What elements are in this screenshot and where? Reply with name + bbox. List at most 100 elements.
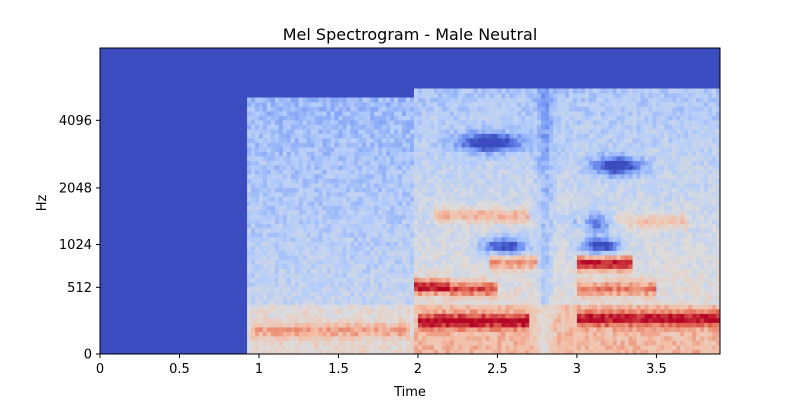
heatmap-cell xyxy=(497,264,502,269)
heatmap-cell xyxy=(477,133,482,139)
heatmap-cell xyxy=(350,282,355,287)
heatmap-cell xyxy=(314,313,319,319)
heatmap-cell xyxy=(278,340,284,346)
heatmap-cell xyxy=(258,178,264,184)
heatmap-cell xyxy=(449,102,455,107)
heatmap-cell xyxy=(410,124,415,130)
heatmap-cell xyxy=(314,300,319,305)
heatmap-cell xyxy=(417,201,423,206)
heatmap-cell xyxy=(481,187,486,193)
heatmap-cell xyxy=(262,201,268,206)
heatmap-cell xyxy=(489,313,494,319)
heatmap-cell xyxy=(370,345,375,350)
heatmap-cell xyxy=(537,196,542,202)
heatmap-cell xyxy=(572,250,578,256)
heatmap-cell xyxy=(417,214,423,220)
heatmap-cell xyxy=(513,282,518,287)
heatmap-cell xyxy=(580,88,586,94)
heatmap-cell xyxy=(525,273,530,278)
heatmap-cell xyxy=(529,124,534,130)
heatmap-cell xyxy=(433,318,439,323)
heatmap-cell xyxy=(477,336,482,341)
heatmap-cell xyxy=(489,192,494,197)
heatmap-cell xyxy=(580,165,586,170)
heatmap-cell xyxy=(457,187,463,193)
heatmap-cell xyxy=(322,318,327,323)
heatmap-cell xyxy=(481,295,486,301)
heatmap-cell xyxy=(537,106,542,112)
heatmap-cell xyxy=(541,115,546,121)
heatmap-cell xyxy=(402,322,407,328)
heatmap-cell xyxy=(568,214,574,220)
heatmap-cell xyxy=(394,187,399,193)
heatmap-cell xyxy=(485,331,490,337)
heatmap-cell xyxy=(402,210,407,215)
heatmap-cell xyxy=(529,237,534,242)
heatmap-cell xyxy=(342,232,347,238)
heatmap-cell xyxy=(465,201,471,206)
heatmap-cell xyxy=(290,192,296,197)
heatmap-cell xyxy=(350,115,355,121)
heatmap-cell xyxy=(326,241,331,247)
heatmap-cell xyxy=(509,165,514,170)
heatmap-cell xyxy=(561,129,566,134)
heatmap-cell xyxy=(286,268,292,274)
heatmap-cell xyxy=(290,273,296,278)
heatmap-cell xyxy=(306,124,312,130)
heatmap-cell xyxy=(322,340,327,346)
heatmap-cell xyxy=(497,237,502,242)
heatmap-cell xyxy=(362,142,367,148)
heatmap-cell xyxy=(417,160,423,166)
heatmap-cell xyxy=(553,156,558,161)
heatmap-cell xyxy=(545,300,550,305)
heatmap-cell xyxy=(270,318,276,323)
heatmap-cell xyxy=(314,336,319,341)
heatmap-cell xyxy=(441,93,447,98)
heatmap-cell xyxy=(394,156,399,161)
heatmap-cell xyxy=(453,273,459,278)
heatmap-cell xyxy=(485,88,490,94)
heatmap-cell xyxy=(346,223,351,229)
heatmap-cell xyxy=(557,223,562,229)
heatmap-cell xyxy=(294,165,300,170)
heatmap-cell xyxy=(568,286,574,292)
heatmap-cell xyxy=(576,115,582,121)
heatmap-cell xyxy=(433,286,439,292)
heatmap-cell xyxy=(322,282,327,287)
heatmap-cell xyxy=(410,133,415,139)
heatmap-cell xyxy=(513,277,518,283)
heatmap-cell xyxy=(549,259,554,265)
heatmap-cell xyxy=(298,286,304,292)
heatmap-cell xyxy=(342,304,347,310)
heatmap-cell xyxy=(278,300,284,305)
heatmap-cell xyxy=(541,264,546,269)
heatmap-cell xyxy=(334,214,339,220)
heatmap-cell xyxy=(453,93,459,98)
heatmap-cell xyxy=(406,273,411,278)
heatmap-cell xyxy=(338,340,343,346)
heatmap-cell xyxy=(493,336,498,341)
heatmap-cell xyxy=(266,277,272,283)
heatmap-cell xyxy=(378,223,383,229)
heatmap-cell xyxy=(251,201,256,206)
heatmap-cell xyxy=(461,241,467,247)
heatmap-cell xyxy=(537,313,542,319)
heatmap-cell xyxy=(366,318,371,323)
heatmap-cell xyxy=(370,264,375,269)
heatmap-cell xyxy=(529,282,534,287)
heatmap-cell xyxy=(421,228,427,233)
heatmap-cell xyxy=(421,345,427,350)
heatmap-cell xyxy=(390,129,395,134)
heatmap-cell xyxy=(584,210,590,215)
heatmap-cell xyxy=(580,345,586,350)
heatmap-cell xyxy=(457,138,463,143)
heatmap-cell xyxy=(262,205,268,211)
heatmap-cell xyxy=(437,277,443,283)
heatmap-cell xyxy=(334,219,339,224)
heatmap-cell xyxy=(572,97,578,103)
heatmap-cell xyxy=(505,201,510,206)
heatmap-cell xyxy=(338,264,343,269)
heatmap-cell xyxy=(461,169,467,175)
heatmap-cell xyxy=(533,300,538,305)
heatmap-cell xyxy=(553,111,558,116)
